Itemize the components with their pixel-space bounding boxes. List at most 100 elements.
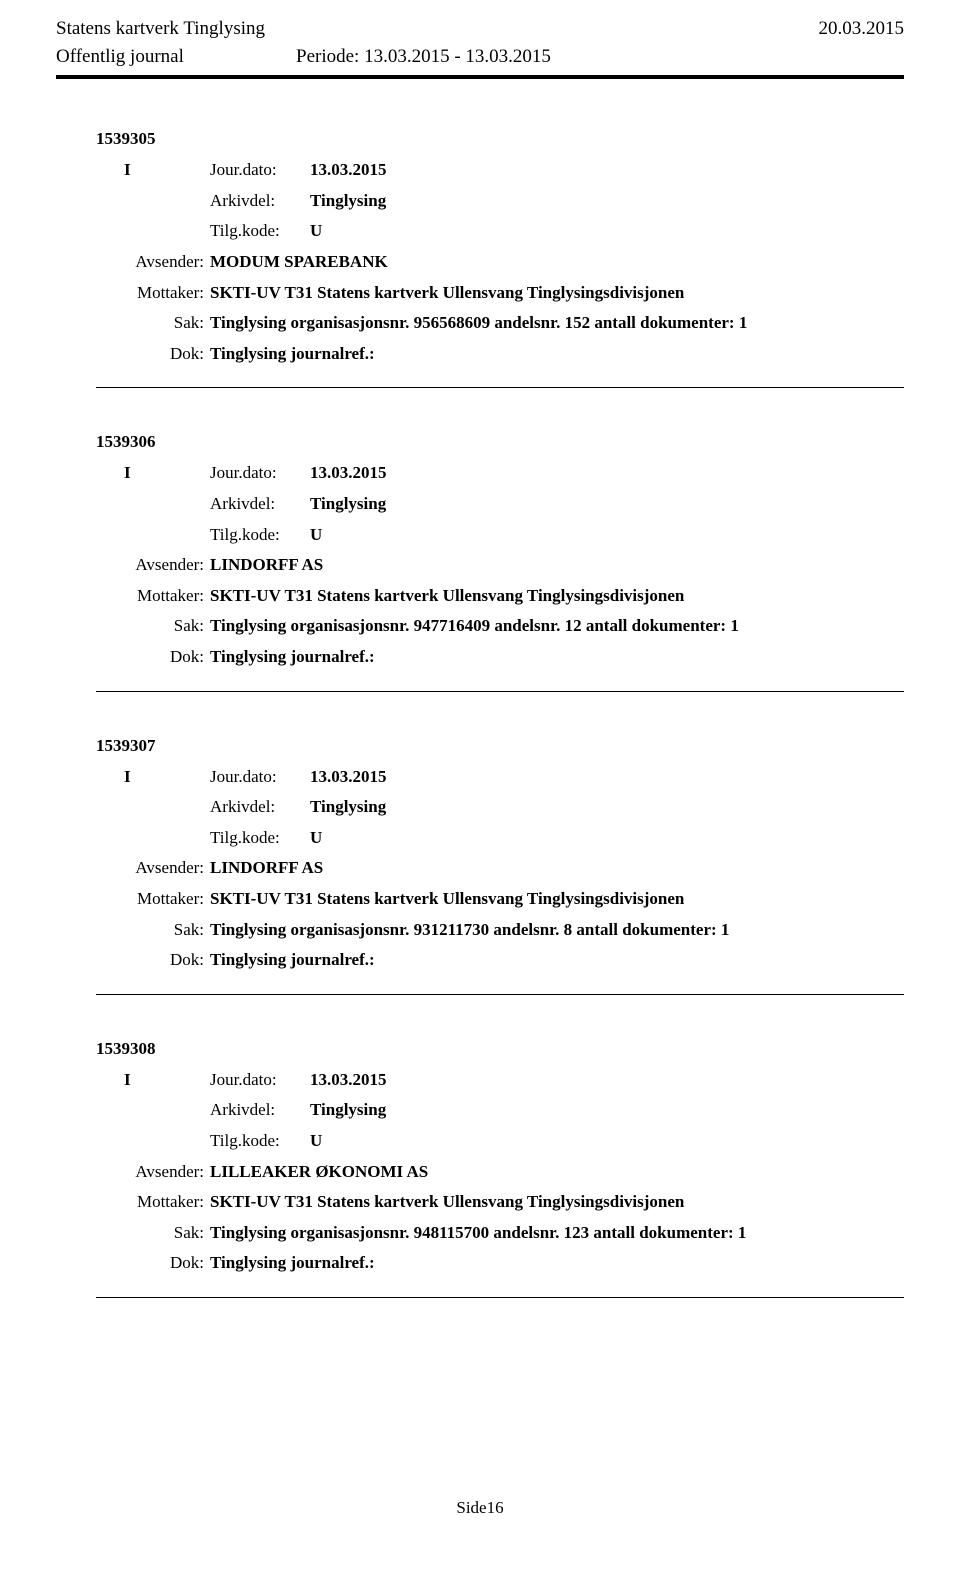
row-arkivdel: Arkivdel:Tinglysing [124,186,904,217]
tilgkode-value: U [310,823,322,854]
row-mottaker: Mottaker:SKTI-UV T31 Statens kartverk Ul… [124,278,904,309]
sak-value: Tinglysing organisasjonsnr. 956568609 an… [210,308,747,339]
row-sak: Sak:Tinglysing organisasjonsnr. 93121173… [124,915,904,946]
entry-id: 1539307 [96,736,904,756]
row-mottaker: Mottaker:SKTI-UV T31 Statens kartverk Ul… [124,581,904,612]
header-rule [56,75,904,79]
row-avsender: Avsender:LILLEAKER ØKONOMI AS [124,1157,904,1188]
dok-value: Tinglysing journalref.: [210,1248,375,1279]
row-arkivdel: Arkivdel:Tinglysing [124,792,904,823]
avsender-value: LINDORFF AS [210,853,323,884]
tilgkode-value: U [310,216,322,247]
dok-value: Tinglysing journalref.: [210,642,375,673]
row-jourdato: IJour.dato:13.03.2015 [124,155,904,186]
row-dok: Dok:Tinglysing journalref.: [124,1248,904,1279]
sak-label: Sak: [124,308,210,339]
mottaker-value: SKTI-UV T31 Statens kartverk Ullensvang … [210,278,684,309]
arkivdel-value: Tinglysing [310,489,386,520]
avsender-value: LILLEAKER ØKONOMI AS [210,1157,428,1188]
page: Statens kartverk Tinglysing 20.03.2015 O… [0,0,960,1538]
row-jourdato: IJour.dato:13.03.2015 [124,1065,904,1096]
io-indicator: I [124,458,210,489]
entries-list: 1539305IJour.dato:13.03.2015Arkivdel:Tin… [56,129,904,1298]
avsender-label: Avsender: [124,550,210,581]
io-indicator: I [124,762,210,793]
jourdato-label: Jour.dato: [210,155,310,186]
mottaker-label: Mottaker: [124,581,210,612]
row-mottaker: Mottaker:SKTI-UV T31 Statens kartverk Ul… [124,1187,904,1218]
sak-value: Tinglysing organisasjonsnr. 948115700 an… [210,1218,746,1249]
header-sub: Offentlig journal Periode: 13.03.2015 - … [56,44,904,70]
tilgkode-label: Tilg.kode: [210,823,310,854]
row-jourdato: IJour.dato:13.03.2015 [124,762,904,793]
avsender-label: Avsender: [124,853,210,884]
row-dok: Dok:Tinglysing journalref.: [124,339,904,370]
io-indicator: I [124,155,210,186]
row-avsender: Avsender:MODUM SPAREBANK [124,247,904,278]
jourdato-value: 13.03.2015 [310,155,387,186]
entry-id: 1539306 [96,432,904,452]
arkivdel-label: Arkivdel: [210,1095,310,1126]
entry-separator [96,994,904,995]
entry-body: IJour.dato:13.03.2015Arkivdel:Tinglysing… [96,155,904,369]
jourdato-value: 13.03.2015 [310,762,387,793]
sak-label: Sak: [124,611,210,642]
mottaker-label: Mottaker: [124,1187,210,1218]
row-sak: Sak:Tinglysing organisasjonsnr. 95656860… [124,308,904,339]
sak-label: Sak: [124,915,210,946]
row-dok: Dok:Tinglysing journalref.: [124,945,904,976]
arkivdel-label: Arkivdel: [210,792,310,823]
spacer [124,489,210,520]
entry-separator [96,387,904,388]
page-number: Side16 [56,1498,904,1538]
entry-id: 1539308 [96,1039,904,1059]
row-tilgkode: Tilg.kode:U [124,1126,904,1157]
spacer [124,520,210,551]
entry-body: IJour.dato:13.03.2015Arkivdel:Tinglysing… [96,762,904,976]
dok-label: Dok: [124,339,210,370]
row-tilgkode: Tilg.kode:U [124,520,904,551]
jourdato-value: 13.03.2015 [310,1065,387,1096]
period: Periode: 13.03.2015 - 13.03.2015 [266,44,551,70]
header-date: 20.03.2015 [819,16,905,42]
spacer [124,823,210,854]
tilgkode-value: U [310,1126,322,1157]
row-sak: Sak:Tinglysing organisasjonsnr. 94811570… [124,1218,904,1249]
sak-value: Tinglysing organisasjonsnr. 947716409 an… [210,611,739,642]
avsender-label: Avsender: [124,247,210,278]
entry-separator [96,691,904,692]
jourdato-label: Jour.dato: [210,762,310,793]
row-mottaker: Mottaker:SKTI-UV T31 Statens kartverk Ul… [124,884,904,915]
period-label: Periode: [296,46,359,67]
mottaker-label: Mottaker: [124,278,210,309]
arkivdel-value: Tinglysing [310,186,386,217]
avsender-label: Avsender: [124,1157,210,1188]
entry-id: 1539305 [96,129,904,149]
row-jourdato: IJour.dato:13.03.2015 [124,458,904,489]
spacer [124,1095,210,1126]
io-indicator: I [124,1065,210,1096]
journal-entry: 1539307 IJour.dato:13.03.2015Arkivdel:Tin… [96,736,904,976]
spacer [124,186,210,217]
entry-body: IJour.dato:13.03.2015Arkivdel:Tinglysing… [96,1065,904,1279]
journal-entry: 1539305 IJour.dato:13.03.2015Arkivdel:Tin… [96,129,904,369]
mottaker-value: SKTI-UV T31 Statens kartverk Ullensvang … [210,884,684,915]
row-avsender: Avsender:LINDORFF AS [124,853,904,884]
avsender-value: MODUM SPAREBANK [210,247,388,278]
sak-label: Sak: [124,1218,210,1249]
dok-label: Dok: [124,642,210,673]
journal-label: Offentlig journal [56,44,266,70]
tilgkode-value: U [310,520,322,551]
spacer [124,1126,210,1157]
header-top: Statens kartverk Tinglysing 20.03.2015 [56,16,904,42]
mottaker-label: Mottaker: [124,884,210,915]
entry-body: IJour.dato:13.03.2015Arkivdel:Tinglysing… [96,458,904,672]
spacer [124,792,210,823]
row-arkivdel: Arkivdel:Tinglysing [124,1095,904,1126]
jourdato-label: Jour.dato: [210,458,310,489]
jourdato-label: Jour.dato: [210,1065,310,1096]
dok-label: Dok: [124,945,210,976]
journal-entry: 1539306 IJour.dato:13.03.2015Arkivdel:Tin… [96,432,904,672]
row-tilgkode: Tilg.kode:U [124,216,904,247]
dok-label: Dok: [124,1248,210,1279]
